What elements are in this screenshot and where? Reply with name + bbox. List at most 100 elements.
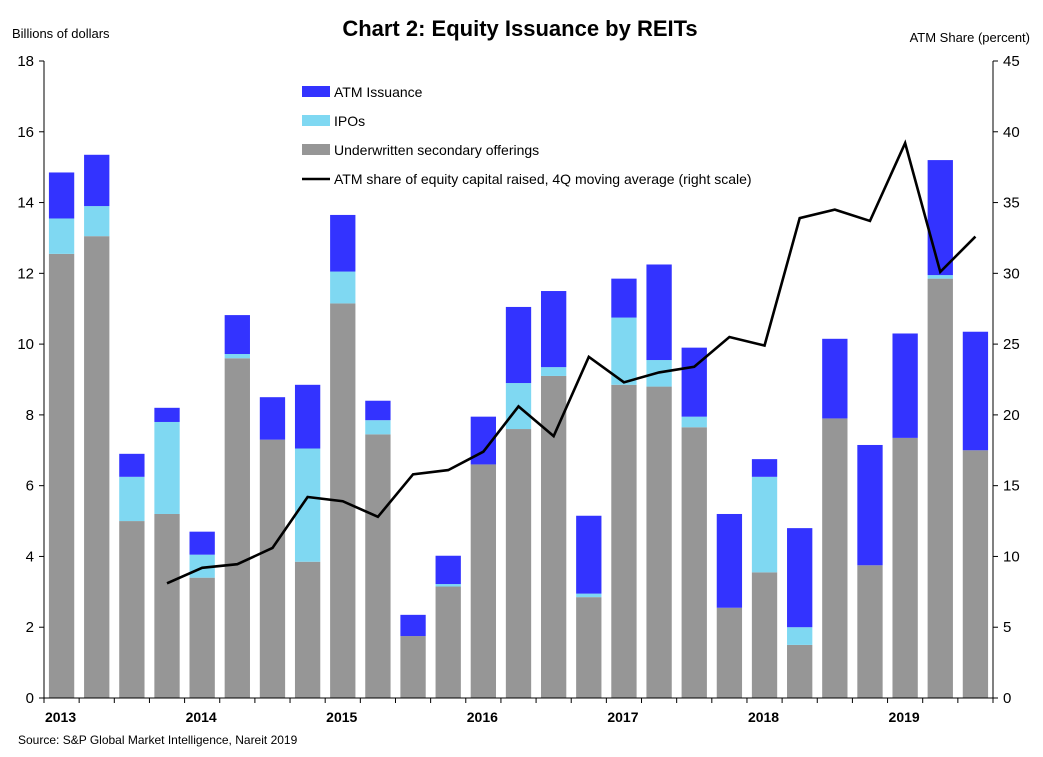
bar-atm-2013Q1 — [48, 172, 75, 219]
bar-ipo-2018Q2 — [787, 627, 813, 645]
bar-underwritten-2013Q2 — [84, 236, 110, 699]
bar-atm-2014Q2 — [224, 315, 250, 355]
y-tick-label-right: 5 — [1003, 619, 1011, 636]
y-tick-label-right: 10 — [1003, 548, 1020, 565]
bar-underwritten-2014Q2 — [224, 358, 250, 698]
bar-ipo-2014Q4 — [294, 448, 321, 562]
bar-underwritten-2015Q3 — [400, 636, 426, 698]
bar-underwritten-2018Q4 — [857, 565, 883, 698]
bar-atm-2019Q2 — [927, 160, 953, 276]
bar-atm-2019Q1 — [892, 333, 918, 438]
bar-atm-2016Q2 — [505, 306, 532, 384]
bar-underwritten-2015Q2 — [365, 434, 391, 698]
bar-underwritten-2016Q3 — [540, 375, 567, 698]
bar-ipo-2017Q1 — [611, 317, 637, 385]
bar-ipo-2015Q4 — [435, 584, 461, 587]
legend-swatch-ipo — [302, 115, 330, 126]
ticks-group: 0 2 4 6 8 10 12 14 16 18 0 5 10 15 20 25 30 35 40 45 2013 201… — [17, 53, 1019, 725]
atm-share-line — [166, 139, 977, 585]
bar-underwritten-2016Q4 — [576, 597, 602, 698]
bar-atm-2015Q3 — [400, 614, 426, 637]
bar-ipo-2019Q2 — [927, 275, 953, 279]
bar-underwritten-2019Q1 — [892, 437, 918, 698]
bar-underwritten-2019Q3 — [962, 450, 989, 698]
bar-ipo-2018Q1 — [751, 476, 778, 573]
bar-atm-2016Q3 — [540, 291, 567, 368]
bar-underwritten-2016Q2 — [505, 429, 532, 698]
y-tick-label-right: 35 — [1003, 195, 1020, 212]
legend-label-ipo: IPOs — [334, 113, 365, 129]
bar-atm-2017Q4 — [716, 513, 743, 608]
y-tick-label-left: 18 — [17, 53, 34, 70]
bar-atm-2015Q1 — [330, 214, 356, 272]
bar-ipo-2017Q3 — [681, 416, 707, 428]
bar-underwritten-2017Q4 — [716, 607, 743, 698]
bar-atm-2015Q4 — [435, 555, 461, 585]
y-tick-label-right: 15 — [1003, 478, 1020, 495]
source-note: Source: S&P Global Market Intelligence, … — [18, 733, 298, 747]
axes-group — [43, 61, 994, 699]
bar-atm-2018Q4 — [857, 444, 883, 566]
bar-ipo-2013Q1 — [48, 218, 75, 254]
bar-ipo-2015Q1 — [330, 271, 356, 304]
bar-underwritten-2017Q3 — [681, 427, 707, 698]
y-tick-label-right: 30 — [1003, 265, 1020, 282]
x-tick-label-2017: 2017 — [607, 709, 638, 725]
bar-atm-2016Q4 — [576, 515, 602, 594]
x-tick-label-2014: 2014 — [186, 709, 217, 725]
x-tick-label-2015: 2015 — [326, 709, 357, 725]
bar-atm-2018Q2 — [787, 528, 813, 628]
y-tick-label-left: 12 — [17, 265, 34, 282]
bar-ipo-2014Q2 — [224, 354, 250, 359]
bar-atm-2013Q3 — [119, 453, 145, 477]
bar-ipo-2016Q4 — [576, 593, 602, 598]
x-tick-label-2019: 2019 — [889, 709, 920, 725]
bar-underwritten-2013Q3 — [119, 521, 145, 698]
y-tick-label-left: 14 — [17, 195, 34, 212]
y-tick-label-right: 0 — [1003, 690, 1011, 707]
y-tick-label-left: 10 — [17, 336, 34, 353]
x-tick-label-2013: 2013 — [45, 709, 76, 725]
x-tick-label-2016: 2016 — [467, 709, 498, 725]
bar-atm-2013Q2 — [84, 154, 110, 207]
y-tick-label-left: 8 — [26, 407, 34, 424]
y-tick-label-left: 6 — [26, 478, 34, 495]
legend-swatch-atm — [302, 86, 330, 97]
bar-underwritten-2015Q4 — [435, 586, 461, 698]
bar-underwritten-2018Q1 — [751, 572, 778, 698]
bar-underwritten-2014Q1 — [189, 577, 215, 698]
bar-underwritten-2017Q2 — [646, 386, 672, 698]
bar-atm-2014Q3 — [259, 397, 286, 440]
bar-underwritten-2013Q1 — [48, 253, 75, 698]
bar-ipo-2013Q3 — [119, 476, 145, 522]
x-tick-label-2018: 2018 — [748, 709, 779, 725]
bar-underwritten-2014Q3 — [259, 439, 286, 698]
bar-ipo-2013Q4 — [154, 421, 180, 514]
bar-underwritten-2014Q4 — [294, 561, 321, 698]
legend: ATM Issuance IPOs Underwritten secondary o… — [302, 84, 752, 187]
y-tick-label-right: 20 — [1003, 407, 1020, 424]
y-axis-label-right: ATM Share (percent) — [910, 30, 1030, 45]
bar-atm-2017Q1 — [611, 278, 637, 318]
bars-group — [48, 154, 989, 699]
bar-ipo-2013Q2 — [84, 206, 110, 237]
bar-atm-2014Q4 — [294, 384, 321, 449]
y-tick-label-left: 16 — [17, 124, 34, 141]
legend-label-atm-share: ATM share of equity capital raised, 4Q m… — [334, 171, 752, 187]
line-group — [166, 139, 977, 585]
bar-underwritten-2013Q4 — [154, 513, 180, 698]
legend-label-underwritten: Underwritten secondary offerings — [334, 142, 539, 158]
bar-atm-2019Q3 — [962, 331, 989, 451]
legend-swatch-underwritten — [302, 144, 330, 155]
y-axis-label-left: Billions of dollars — [12, 26, 110, 41]
y-tick-label-right: 25 — [1003, 336, 1020, 353]
bar-atm-2014Q1 — [189, 531, 215, 555]
bar-atm-2017Q2 — [646, 264, 672, 361]
y-tick-label-left: 0 — [26, 690, 34, 707]
bar-underwritten-2018Q2 — [787, 644, 813, 698]
y-tick-label-right: 45 — [1003, 53, 1020, 70]
bar-atm-2013Q4 — [154, 407, 180, 422]
bar-underwritten-2019Q2 — [927, 278, 953, 698]
bar-underwritten-2016Q1 — [470, 464, 497, 698]
bar-atm-2018Q1 — [751, 459, 778, 477]
